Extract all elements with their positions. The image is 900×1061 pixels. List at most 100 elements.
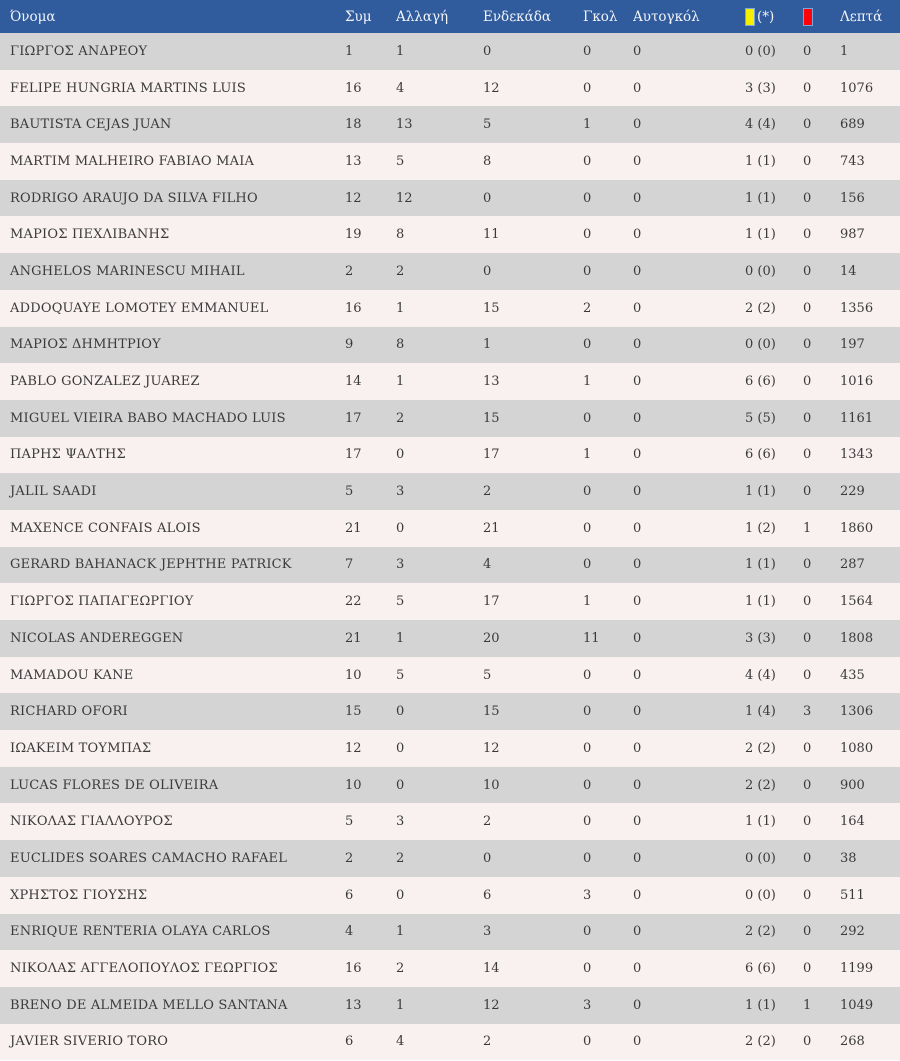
cell-red-cards: 1	[803, 509, 840, 547]
column-header-minutes: Λεπτά	[840, 0, 900, 33]
cell-player-name[interactable]: MAMADOU KANE	[0, 656, 345, 694]
cell-red-cards: 0	[803, 766, 840, 804]
cell-player-name[interactable]: EUCLIDES SOARES CAMACHO RAFAEL	[0, 840, 345, 877]
cell-goals: 0	[583, 656, 633, 694]
cell-player-name[interactable]: MIGUEL VIEIRA BABO MACHADO LUIS	[0, 399, 345, 437]
cell-red-cards: 0	[803, 620, 840, 657]
cell-player-name[interactable]: ΓΙΩΡΓΟΣ ΠΑΠΑΓΕΩΡΓΙΟΥ	[0, 583, 345, 620]
cell-player-name[interactable]: ENRIQUE RENTERIA OLAYA CARLOS	[0, 913, 345, 951]
cell-player-name[interactable]: ΜΑΡΙΟΣ ΠΕΧΛΙΒΑΝΗΣ	[0, 216, 345, 254]
cell-substitutions: 3	[396, 546, 483, 584]
cell-appearances: 15	[345, 693, 396, 731]
cell-goals: 0	[583, 143, 633, 180]
column-header-own-goals: Αυτογκόλ	[633, 0, 745, 33]
cell-minutes: 1860	[840, 509, 900, 547]
cell-player-name[interactable]: JAVIER SIVERIO TORO	[0, 1023, 345, 1061]
cell-appearances: 21	[345, 509, 396, 547]
cell-player-name[interactable]: PABLO GONZALEZ JUAREZ	[0, 363, 345, 400]
cell-appearances: 10	[345, 766, 396, 804]
cell-starting-eleven: 21	[483, 509, 583, 547]
cell-player-name[interactable]: MARTIM MALHEIRO FABIAO MAIA	[0, 143, 345, 180]
cell-minutes: 268	[840, 1023, 900, 1061]
cell-minutes: 743	[840, 143, 900, 180]
cell-red-cards: 0	[803, 876, 840, 914]
cell-own-goals: 0	[633, 803, 745, 841]
cell-yellow-cards: 1 (2)	[745, 509, 803, 547]
cell-red-cards: 0	[803, 730, 840, 767]
cell-player-name[interactable]: MAXENCE CONFAIS ALOIS	[0, 509, 345, 547]
cell-substitutions: 1	[396, 913, 483, 951]
cell-appearances: 1	[345, 33, 396, 70]
cell-player-name[interactable]: RODRIGO ARAUJO DA SILVA FILHO	[0, 179, 345, 217]
cell-red-cards: 0	[803, 656, 840, 694]
cell-goals: 0	[583, 693, 633, 731]
cell-substitutions: 4	[396, 69, 483, 107]
cell-red-cards: 0	[803, 950, 840, 987]
table-row: LUCAS FLORES DE OLIVEIRA 10 0 10 0 0 2 (2) 0 900	[0, 766, 900, 804]
cell-player-name[interactable]: ΙΩΑΚΕΙΜ ΤΟΥΜΠΑΣ	[0, 730, 345, 767]
cell-substitutions: 8	[396, 326, 483, 364]
cell-substitutions: 1	[396, 33, 483, 70]
cell-substitutions: 3	[396, 473, 483, 510]
cell-player-name[interactable]: LUCAS FLORES DE OLIVEIRA	[0, 766, 345, 804]
cell-appearances: 14	[345, 363, 396, 400]
cell-player-name[interactable]: ΜΑΡΙΟΣ ΔΗΜΗΤΡΙΟΥ	[0, 326, 345, 364]
cell-player-name[interactable]: ΠΑΡΗΣ ΨΑΛΤΗΣ	[0, 436, 345, 474]
cell-starting-eleven: 3	[483, 913, 583, 951]
cell-red-cards: 0	[803, 143, 840, 180]
cell-minutes: 1356	[840, 289, 900, 327]
cell-minutes: 1808	[840, 620, 900, 657]
cell-goals: 0	[583, 1023, 633, 1061]
cell-player-name[interactable]: ADDOQUAYE LOMOTEY EMMANUEL	[0, 289, 345, 327]
cell-substitutions: 1	[396, 289, 483, 327]
cell-substitutions: 3	[396, 803, 483, 841]
cell-player-name[interactable]: ΧΡΗΣΤΟΣ ΓΙΟΥΣΗΣ	[0, 876, 345, 914]
cell-player-name[interactable]: GERARD BAHANACK JEPHTHE PATRICK	[0, 546, 345, 584]
cell-own-goals: 0	[633, 216, 745, 254]
cell-own-goals: 0	[633, 913, 745, 951]
cell-yellow-cards: 1 (1)	[745, 473, 803, 510]
cell-player-name[interactable]: RICHARD OFORI	[0, 693, 345, 731]
cell-player-name[interactable]: BRENO DE ALMEIDA MELLO SANTANA	[0, 986, 345, 1024]
cell-player-name[interactable]: NICOLAS ANDEREGGEN	[0, 620, 345, 657]
cell-goals: 3	[583, 876, 633, 914]
cell-starting-eleven: 8	[483, 143, 583, 180]
cell-substitutions: 4	[396, 1023, 483, 1061]
cell-yellow-cards: 2 (2)	[745, 766, 803, 804]
table-row: PABLO GONZALEZ JUAREZ 14 1 13 1 0 6 (6) 0 1016	[0, 363, 900, 400]
cell-player-name[interactable]: ΓΙΩΡΓΟΣ ΑΝΔΡΕΟΥ	[0, 33, 345, 70]
cell-own-goals: 0	[633, 546, 745, 584]
cell-yellow-cards: 1 (1)	[745, 143, 803, 180]
cell-appearances: 5	[345, 473, 396, 510]
column-header-red-cards	[803, 0, 840, 33]
cell-substitutions: 5	[396, 583, 483, 620]
cell-yellow-cards: 1 (1)	[745, 583, 803, 620]
cell-player-name[interactable]: ANGHELOS MARINESCU MIHAIL	[0, 253, 345, 290]
cell-player-name[interactable]: FELIPE HUNGRIA MARTINS LUIS	[0, 69, 345, 107]
cell-red-cards: 0	[803, 69, 840, 107]
cell-starting-eleven: 11	[483, 216, 583, 254]
cell-yellow-cards: 1 (1)	[745, 986, 803, 1024]
cell-red-cards: 0	[803, 436, 840, 474]
cell-minutes: 287	[840, 546, 900, 584]
cell-player-name[interactable]: BAUTISTA CEJAS JUAN	[0, 106, 345, 144]
cell-minutes: 164	[840, 803, 900, 841]
cell-red-cards: 0	[803, 546, 840, 584]
cell-substitutions: 2	[396, 399, 483, 437]
cell-substitutions: 12	[396, 179, 483, 217]
cell-minutes: 1564	[840, 583, 900, 620]
cell-appearances: 5	[345, 803, 396, 841]
table-row: NICOLAS ANDEREGGEN 21 1 20 11 0 3 (3) 0 1808	[0, 620, 900, 657]
cell-player-name[interactable]: ΝΙΚΟΛΑΣ ΑΓΓΕΛΟΠΟΥΛΟΣ ΓΕΩΡΓΙΟΣ	[0, 950, 345, 987]
cell-goals: 0	[583, 730, 633, 767]
table-row: ANGHELOS MARINESCU MIHAIL 2 2 0 0 0 0 (0) 0 14	[0, 253, 900, 290]
cell-player-name[interactable]: ΝΙΚΟΛΑΣ ΓΙΑΛΛΟΥΡΟΣ	[0, 803, 345, 841]
cell-goals: 0	[583, 473, 633, 510]
cell-yellow-cards: 1 (1)	[745, 179, 803, 217]
cell-yellow-cards: 1 (1)	[745, 546, 803, 584]
cell-appearances: 21	[345, 620, 396, 657]
cell-goals: 1	[583, 436, 633, 474]
cell-starting-eleven: 2	[483, 473, 583, 510]
cell-own-goals: 0	[633, 656, 745, 694]
cell-player-name[interactable]: JALIL SAADI	[0, 473, 345, 510]
